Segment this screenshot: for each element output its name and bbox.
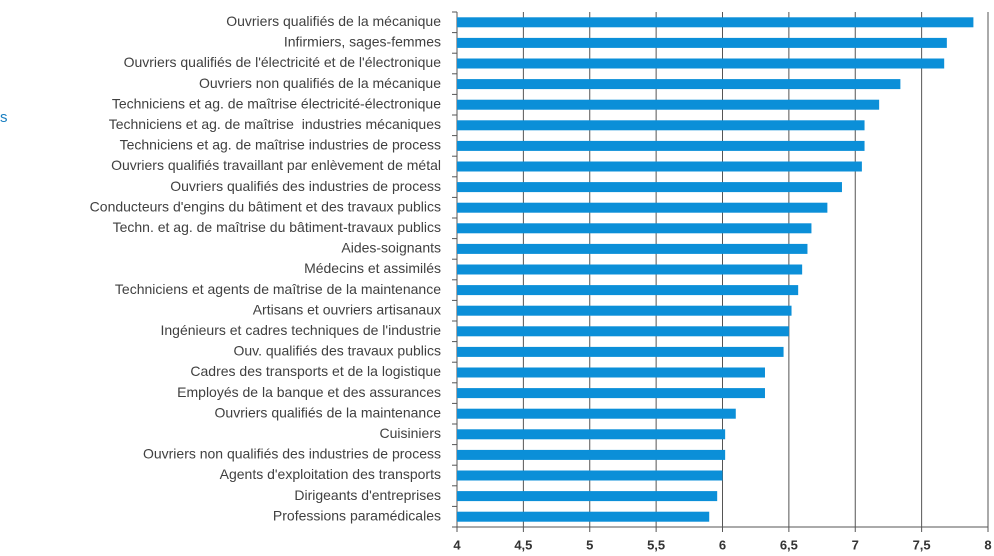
y-tick-label: Professions paramédicales [273,507,441,523]
y-tick-label: Techniciens et ag. de maîtrise électrici… [112,95,441,111]
bar [457,346,784,357]
y-tick-label: Aides-soignants [341,240,441,256]
bar [457,202,828,213]
x-tick-label: 7,5 [913,537,931,552]
y-tick-label: Conducteurs d'engins du bâtiment et des … [90,198,441,214]
y-tick-label: Employés de la banque et des assurances [177,384,441,400]
bar [457,58,945,69]
y-tick-label: Techniciens et ag. de maîtrise industrie… [109,116,441,132]
y-tick-label: Ouv. qualifiés des travaux publics [233,343,441,359]
y-tick-label: Médecins et assimilés [304,260,441,276]
x-tick-label: 4,5 [514,537,532,552]
y-tick-label: Ouvriers non qualifiés des industries de… [143,446,441,462]
bar [457,511,710,522]
bar [457,408,736,419]
x-tick-label: 5,5 [647,537,665,552]
bar [457,388,765,399]
y-tick-label: Agents d'exploitation des transports [220,466,441,482]
y-tick-label: Techn. et ag. de maîtrise du bâtiment-tr… [113,219,441,235]
annotation: s [0,109,8,126]
y-tick-label: Techniciens et agents de maîtrise de la … [115,281,441,297]
bar [457,182,842,193]
y-tick-label: Ouvriers qualifiés de l'électricité et d… [124,54,442,70]
x-tick-label: 5 [586,537,593,552]
y-tick-label: Artisans et ouvriers artisanaux [253,301,441,317]
y-tick-label: Ouvriers qualifiés travaillant par enlèv… [111,157,441,173]
bar [457,79,901,90]
y-tick-label: Ouvriers qualifiés de la maintenance [215,404,442,420]
bar [457,491,718,502]
y-tick-label: Cadres des transports et de la logistiqu… [190,363,441,379]
y-tick-label: Ouvriers non qualifiés de la mécanique [199,75,441,91]
bar [457,367,765,378]
bar [457,243,808,254]
x-tick-label: 6,5 [780,537,798,552]
bar [457,223,812,234]
y-tick-label: Dirigeants d'entreprises [294,487,441,503]
bar [457,37,947,48]
bar [457,285,799,296]
y-tick-label: Techniciens et ag. de maîtrise industrie… [120,137,441,153]
y-tick-label: Ouvriers qualifiés des industries de pro… [170,178,441,194]
bar [457,264,803,275]
x-tick-label: 6 [719,537,726,552]
bar [457,470,723,481]
bar [457,326,789,337]
bar [457,140,865,151]
bar [457,449,726,460]
x-tick-label: 4 [453,537,461,552]
bar [457,120,865,131]
bar [457,99,880,110]
bar [457,429,726,440]
y-tick-label: Ouvriers qualifiés de la mécanique [226,13,441,29]
bar [457,161,862,172]
bar [457,17,974,28]
y-tick-label: Ingénieurs et cadres techniques de l'ind… [160,322,441,338]
y-tick-label: Infirmiers, sages-femmes [284,34,441,50]
y-tick-label: Cuisiniers [380,425,441,441]
bar [457,305,792,316]
x-tick-label: 8 [984,537,991,552]
x-tick-label: 7 [852,537,859,552]
